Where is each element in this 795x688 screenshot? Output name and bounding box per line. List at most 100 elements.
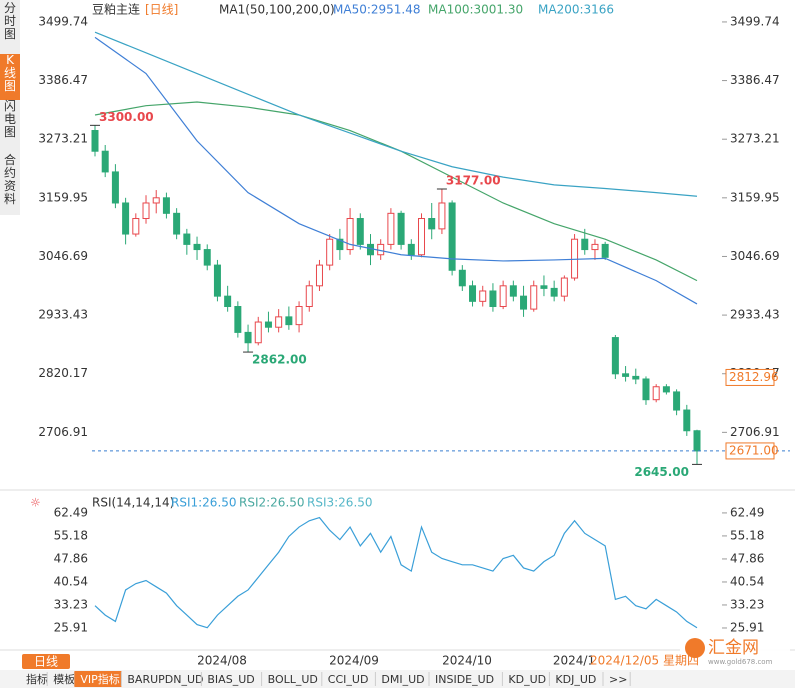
candle-body xyxy=(509,285,517,297)
candle-body xyxy=(520,295,528,310)
y-tick-label: 3273.21 xyxy=(38,132,88,146)
footer-tab[interactable]: VIP指标 xyxy=(80,672,119,686)
site: www.gold678.com xyxy=(708,658,773,666)
rsi-tick-label: 25.91 xyxy=(730,620,764,634)
rsi-legend: RSI3:26.50 xyxy=(307,496,373,510)
x-tick-label: 2024/08 xyxy=(197,654,247,668)
sidebar-active xyxy=(0,54,20,100)
footer-tab[interactable]: KD_UD xyxy=(508,673,546,686)
footer-tab[interactable]: 模板 xyxy=(53,672,75,686)
rsi-tick-label: 33.23 xyxy=(730,597,764,611)
y-tick-label: 3159.95 xyxy=(38,190,88,204)
candle-body xyxy=(244,331,252,344)
candle-body xyxy=(336,238,344,251)
candle-body xyxy=(254,321,262,344)
candle-body xyxy=(622,373,630,377)
candle-body xyxy=(264,321,272,328)
candle-body xyxy=(662,386,670,393)
candle-body xyxy=(183,233,191,245)
candle-body xyxy=(162,197,170,214)
sidebar-tab[interactable]: 分时图 xyxy=(4,1,16,41)
rsi-tick-label: 47.86 xyxy=(54,551,88,565)
sidebar-tab[interactable]: K 线图 xyxy=(4,53,16,93)
rsi-legend: RSI1:26.50 xyxy=(171,496,237,510)
rsi-legend: RSI2:26.50 xyxy=(239,496,305,510)
candle-body xyxy=(315,264,323,287)
candle-body xyxy=(407,243,415,256)
candle-body xyxy=(132,218,140,235)
footer-tab[interactable]: KDJ_UD xyxy=(555,673,596,686)
sidebar-tab[interactable]: 合约资料 xyxy=(4,152,16,206)
candle-body xyxy=(683,409,691,432)
rsi-tick-label: 33.23 xyxy=(54,597,88,611)
candle-body xyxy=(122,202,130,235)
y-tick-label: 3046.69 xyxy=(38,249,88,263)
rsi-tick-label: 47.86 xyxy=(730,551,764,565)
candle-body xyxy=(693,430,701,452)
rsi-tick-label: 40.54 xyxy=(730,574,764,588)
footer-tab[interactable]: BARUPDN_UD xyxy=(127,673,203,686)
candle-body xyxy=(540,285,548,289)
annotation: 3300.00 xyxy=(99,110,154,124)
candle-body xyxy=(285,316,293,326)
candle-body xyxy=(560,277,568,297)
sidebar-tab[interactable]: 闪电图 xyxy=(4,99,16,139)
footer-tab[interactable]: 指标 xyxy=(26,672,48,686)
rsi-tick-label: 62.49 xyxy=(54,505,88,519)
annotation: 2862.00 xyxy=(252,353,307,367)
logo-icon xyxy=(685,638,705,658)
y-tick-label: 2706.91 xyxy=(38,425,88,439)
y-tick-label: 3499.74 xyxy=(38,14,88,28)
candle-body xyxy=(275,316,283,328)
candle-body xyxy=(571,238,579,279)
candle-body xyxy=(213,264,221,297)
candle-body xyxy=(326,238,334,266)
candle-body xyxy=(397,212,405,245)
candle-body xyxy=(173,212,181,235)
footer-tab[interactable]: >> xyxy=(609,673,627,686)
x-tick-label: 2024/1 xyxy=(553,654,595,668)
candle-body xyxy=(203,249,211,266)
rsi-tick-label: 62.49 xyxy=(730,505,764,519)
candle-body xyxy=(652,386,660,401)
candle-body xyxy=(418,218,426,256)
candle-body xyxy=(101,150,109,173)
y-tick-label: 3046.69 xyxy=(730,249,780,263)
candle-body xyxy=(611,337,619,375)
rsi-icon: ☼ xyxy=(30,496,41,510)
candle-body xyxy=(152,197,160,204)
rsi-tick-label: 40.54 xyxy=(54,574,88,588)
x-tick-label: 2024/12/05 星期四 xyxy=(590,654,699,668)
tab-active[interactable] xyxy=(74,671,122,687)
candle-body xyxy=(224,295,232,308)
y-tick-label: 3386.47 xyxy=(38,73,88,87)
footer-tab[interactable]: CCI_UD xyxy=(328,673,369,686)
candle-body xyxy=(91,130,99,152)
rsi-tick-label: 25.91 xyxy=(54,620,88,634)
y-tick-label: 2933.43 xyxy=(730,308,780,322)
footer-period[interactable]: 日线 xyxy=(34,655,58,669)
period-box[interactable] xyxy=(22,654,70,669)
candle-body xyxy=(469,285,477,302)
legend-entry: MA100:3001.30 xyxy=(428,3,523,17)
symbol: 豆粕主连 xyxy=(92,2,140,17)
y-tick-label: 3386.47 xyxy=(730,73,780,87)
footer-tab[interactable]: BOLL_UD xyxy=(268,673,318,686)
footer-tab[interactable]: BIAS_UD xyxy=(207,673,254,686)
footer-tab[interactable]: DMI_UD xyxy=(381,673,424,686)
candle-body xyxy=(193,243,201,251)
period[interactable]: [日线] xyxy=(145,3,178,17)
x-tick-label: 2024/09 xyxy=(329,654,379,668)
candle-body xyxy=(305,285,313,308)
candle-body xyxy=(581,238,589,251)
ma-line xyxy=(94,31,698,197)
candle-body xyxy=(111,171,119,204)
y-tick-label: 2820.17 xyxy=(38,366,88,380)
footer-tab[interactable]: INSIDE_UD xyxy=(435,673,494,686)
candle-body xyxy=(673,391,681,411)
y-tick-label: 3159.95 xyxy=(730,190,780,204)
candle-body xyxy=(642,378,650,401)
candle-body xyxy=(550,287,558,297)
x-tick-label: 2024/10 xyxy=(442,654,492,668)
